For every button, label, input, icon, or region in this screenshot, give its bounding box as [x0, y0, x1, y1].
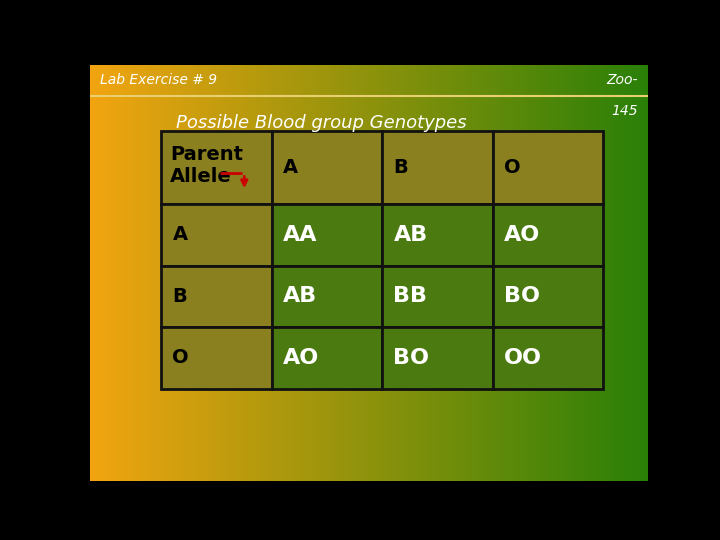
Text: Possible Blood group Genotypes: Possible Blood group Genotypes: [176, 114, 467, 132]
Bar: [382, 327, 493, 389]
Bar: [493, 204, 603, 266]
Text: OO: OO: [504, 348, 542, 368]
Bar: [382, 131, 493, 204]
Bar: [493, 131, 603, 204]
Bar: [161, 327, 272, 389]
Bar: [161, 204, 272, 266]
Text: A: A: [283, 158, 298, 177]
Text: Parent
Allele: Parent Allele: [170, 145, 243, 186]
Bar: [382, 204, 493, 266]
Text: A: A: [173, 225, 188, 245]
Bar: [272, 204, 382, 266]
Bar: [272, 327, 382, 389]
Bar: [161, 266, 272, 327]
Bar: [493, 266, 603, 327]
Text: O: O: [504, 158, 521, 177]
Text: 145: 145: [611, 104, 638, 118]
Bar: [493, 327, 603, 389]
Text: AB: AB: [283, 286, 318, 306]
Text: Zoo-: Zoo-: [606, 73, 638, 87]
Bar: [382, 266, 493, 327]
Text: AO: AO: [283, 348, 319, 368]
Text: AB: AB: [393, 225, 428, 245]
Bar: [272, 131, 382, 204]
Bar: [272, 266, 382, 327]
Text: BO: BO: [504, 286, 540, 306]
Text: O: O: [173, 348, 189, 367]
Text: AO: AO: [504, 225, 540, 245]
Text: Lab Exercise # 9: Lab Exercise # 9: [100, 73, 217, 87]
Text: B: B: [173, 287, 187, 306]
Text: BB: BB: [393, 286, 428, 306]
Text: BO: BO: [393, 348, 429, 368]
Text: AA: AA: [283, 225, 318, 245]
Text: B: B: [393, 158, 408, 177]
Bar: [161, 131, 272, 204]
